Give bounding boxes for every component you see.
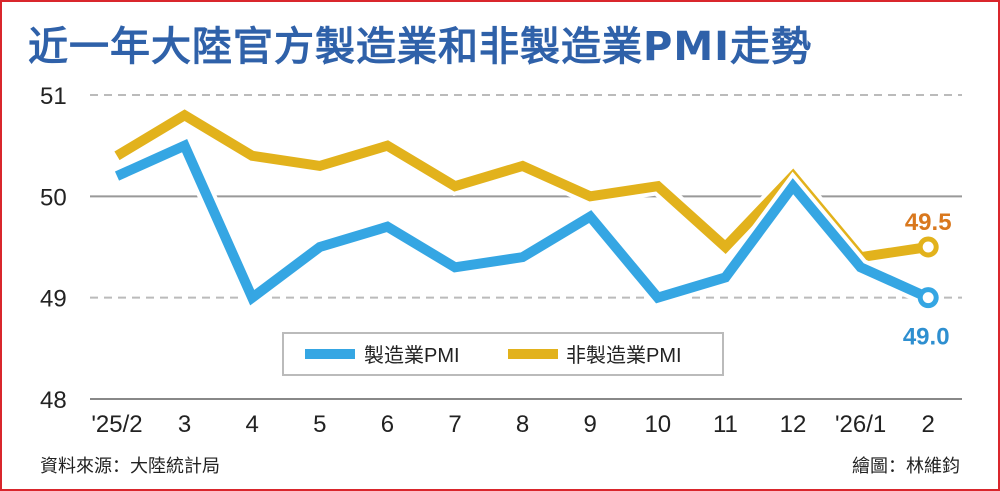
source-note: 資料來源：大陸統計局 [40, 456, 220, 477]
x-tick-label: 7 [448, 411, 461, 438]
x-tick-label: 6 [381, 411, 394, 438]
x-tick-label: 12 [780, 411, 807, 438]
x-tick-label: '25/2 [91, 411, 142, 438]
legend-label-non-manufacturing: 非製造業PMI [566, 344, 682, 367]
x-tick-label: 5 [313, 411, 326, 438]
credit-note: 繪圖：林維鈞 [852, 456, 960, 477]
end-label-non-manufacturing: 49.5 [905, 209, 952, 236]
series-line-non-manufacturing [114, 109, 929, 263]
legend-box [282, 332, 724, 376]
y-tick-label: 51 [40, 83, 67, 110]
chart-title: 近一年大陸官方製造業和非製造業PMI走勢 [28, 24, 813, 70]
x-tick-label: 10 [644, 411, 671, 438]
end-point-marker [917, 287, 939, 309]
x-tick-label: 2 [922, 411, 935, 438]
x-tick-label: 3 [178, 411, 191, 438]
x-tick-label: '26/1 [835, 411, 886, 438]
y-tick-label: 50 [40, 184, 67, 211]
x-tick-label: 8 [516, 411, 529, 438]
end-label-manufacturing: 49.0 [903, 324, 950, 351]
x-tick-label: 4 [246, 411, 259, 438]
y-tick-label: 48 [40, 387, 67, 414]
legend-label-manufacturing: 製造業PMI [364, 344, 460, 367]
x-tick-label: 9 [584, 411, 597, 438]
end-point-marker [917, 236, 939, 258]
x-tick-label: 11 [713, 411, 738, 438]
y-tick-label: 49 [40, 286, 67, 313]
